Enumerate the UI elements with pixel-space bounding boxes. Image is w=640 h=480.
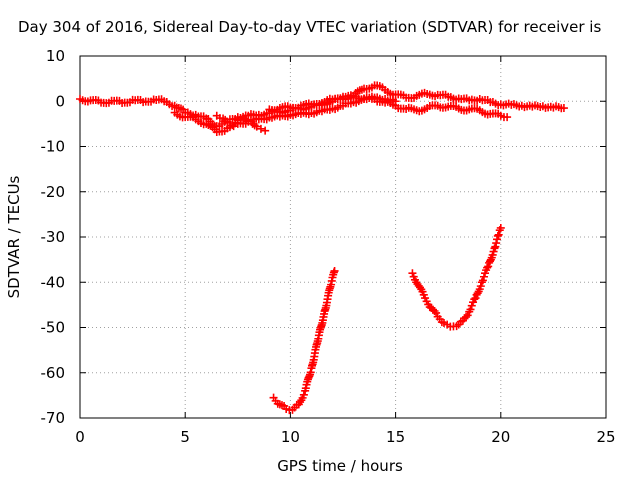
data-series: [76, 81, 568, 415]
series-5: [269, 266, 339, 415]
data-point-marker: [494, 230, 503, 239]
axis-ticks: 0 5 10 15 20 25 10 0 -10 -20 -30 -40 -50 -60 -70: [41, 47, 616, 446]
data-point-marker: [432, 308, 441, 317]
y-axis-label: SDTVAR / TECUs: [5, 175, 23, 298]
data-point-marker: [559, 104, 568, 113]
y-tick-label: -40: [41, 273, 66, 291]
data-point-marker: [473, 289, 482, 298]
y-tick-label: -30: [41, 228, 66, 246]
data-point-marker: [416, 283, 425, 292]
data-point-marker: [470, 295, 479, 304]
data-point-marker: [296, 398, 305, 407]
data-point-marker: [491, 242, 500, 251]
x-tick-label: 10: [281, 428, 300, 446]
data-point-marker: [256, 124, 265, 133]
data-point-marker: [299, 390, 308, 399]
data-point-marker: [408, 269, 417, 278]
data-point-marker: [490, 244, 499, 253]
x-tick-label: 5: [180, 428, 190, 446]
data-point-marker: [503, 113, 512, 122]
series-3: [212, 111, 270, 135]
y-tick-label: 0: [55, 92, 65, 110]
data-point-marker: [484, 262, 493, 271]
y-tick-label: -70: [41, 409, 66, 427]
data-point-marker: [466, 305, 475, 314]
data-point-marker: [244, 117, 253, 126]
data-point-marker: [391, 97, 400, 106]
data-point-marker: [496, 223, 505, 232]
y-tick-label: -60: [41, 364, 66, 382]
series-4: [265, 91, 400, 115]
y-tick-label: -20: [41, 183, 66, 201]
data-point-marker: [492, 239, 501, 248]
data-point-marker: [478, 276, 487, 285]
data-point-marker: [476, 282, 485, 291]
y-tick-label: -10: [41, 138, 66, 156]
chart-title: Day 304 of 2016, Sidereal Day-to-day VTE…: [18, 18, 601, 36]
data-point-marker: [493, 231, 502, 240]
data-point-marker: [252, 122, 261, 131]
data-point-marker: [467, 301, 476, 310]
y-tick-label: 10: [46, 47, 65, 65]
data-point-marker: [261, 126, 270, 135]
x-tick-label: 15: [386, 428, 405, 446]
series-6: [408, 223, 505, 331]
data-point-marker: [483, 263, 492, 272]
x-tick-label: 25: [596, 428, 615, 446]
x-tick-label: 0: [75, 428, 85, 446]
data-point-marker: [477, 278, 486, 287]
x-axis-label: GPS time / hours: [277, 457, 403, 475]
data-point-marker: [330, 266, 339, 275]
x-tick-label: 20: [491, 428, 510, 446]
y-tick-label: -50: [41, 319, 66, 337]
data-point-marker: [463, 311, 472, 320]
data-point-marker: [479, 272, 488, 281]
data-point-marker: [462, 312, 471, 321]
data-point-marker: [485, 257, 494, 266]
